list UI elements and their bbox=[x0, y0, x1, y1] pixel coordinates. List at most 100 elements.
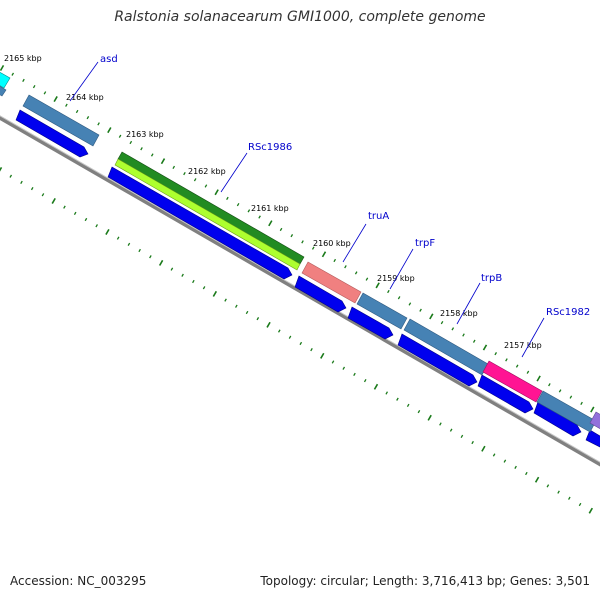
leader-rsc1982 bbox=[521, 317, 545, 358]
scale-tick bbox=[429, 313, 434, 320]
scale-tick bbox=[481, 445, 486, 452]
scale-tick bbox=[515, 364, 519, 368]
scale-tick bbox=[460, 434, 464, 438]
scale-tick bbox=[11, 72, 15, 76]
tick-label-2158: 2158 kbp bbox=[440, 309, 478, 318]
scale-tick bbox=[150, 153, 154, 157]
feature-bar-purple bbox=[589, 411, 600, 430]
scale-tick bbox=[84, 217, 88, 222]
scale-tick bbox=[32, 85, 36, 89]
scale-tick bbox=[482, 344, 488, 351]
scale-tick bbox=[320, 352, 325, 359]
leader-trpf bbox=[389, 248, 414, 290]
scale-tick bbox=[363, 378, 367, 383]
scale-tick bbox=[580, 401, 583, 405]
scale-tick bbox=[406, 403, 410, 408]
scale-tick bbox=[226, 196, 229, 201]
scale-tick bbox=[235, 304, 238, 308]
scale-tick bbox=[419, 308, 422, 312]
scale-tick bbox=[449, 428, 453, 432]
scale-tick bbox=[138, 248, 141, 253]
scale-tick bbox=[95, 224, 98, 228]
leader-trua bbox=[342, 223, 367, 263]
scale-tick bbox=[590, 406, 595, 413]
tick-label-2162: 2162 kbp bbox=[188, 167, 226, 176]
scale-tick bbox=[51, 197, 56, 204]
scale-tick bbox=[439, 422, 442, 426]
scale-tick bbox=[365, 277, 369, 281]
scale-tick bbox=[116, 236, 120, 240]
scale-tick bbox=[534, 476, 540, 483]
scale-tick bbox=[172, 165, 176, 169]
scale-tick bbox=[397, 296, 401, 300]
scale-tick bbox=[65, 103, 68, 107]
lower-tick-row bbox=[0, 167, 593, 514]
scale-tick bbox=[140, 147, 143, 151]
scale-tick bbox=[557, 490, 560, 494]
scale-tick bbox=[301, 240, 304, 244]
scale-tick bbox=[396, 397, 399, 401]
scale-tick bbox=[492, 453, 496, 457]
scale-tick bbox=[183, 171, 186, 176]
upper-tick-row bbox=[0, 65, 595, 413]
feature-bar-next bbox=[536, 390, 597, 433]
scale-tick bbox=[160, 158, 166, 165]
scale-tick bbox=[310, 348, 313, 352]
scale-tick bbox=[75, 109, 79, 114]
tick-label-2160: 2160 kbp bbox=[313, 239, 351, 248]
scale-tick bbox=[354, 271, 358, 275]
scale-tick bbox=[353, 372, 356, 377]
gene-label-trpf: trpF bbox=[415, 238, 435, 249]
scale-tick bbox=[514, 465, 517, 469]
scale-tick bbox=[387, 289, 390, 294]
scale-tick bbox=[149, 255, 152, 259]
tick-label-2163: 2163 kbp bbox=[126, 130, 164, 139]
scale-tick bbox=[342, 366, 346, 370]
accession-label: Accession: NC_003295 bbox=[10, 574, 147, 588]
scale-tick bbox=[417, 409, 421, 414]
feature-bar-asd bbox=[22, 94, 100, 147]
scale-tick bbox=[578, 502, 582, 507]
scale-tick bbox=[256, 317, 260, 321]
feature-bars bbox=[0, 71, 600, 433]
scale-tick bbox=[385, 391, 389, 395]
scale-tick bbox=[277, 329, 281, 333]
scale-tick bbox=[266, 321, 271, 328]
map-title: Ralstonia solanacearum GMI1000, complete… bbox=[114, 9, 486, 25]
feature-bar-trpf bbox=[356, 292, 408, 330]
feature-bar-rsc1982 bbox=[482, 360, 543, 403]
scale-tick bbox=[373, 383, 379, 390]
scale-tick bbox=[73, 211, 77, 215]
scale-tick bbox=[494, 352, 498, 356]
scale-tick bbox=[472, 339, 476, 343]
scale-tick bbox=[505, 358, 508, 362]
cds-arrow bbox=[347, 306, 394, 340]
scale-tick bbox=[63, 205, 66, 209]
scale-tick bbox=[299, 341, 303, 346]
gene-label-asd: asd bbox=[100, 54, 118, 65]
feature-bar-cyan bbox=[0, 71, 11, 89]
scale-tick bbox=[0, 167, 3, 172]
scale-tick bbox=[20, 180, 23, 185]
scale-tick bbox=[536, 375, 541, 382]
scale-tick bbox=[569, 395, 573, 399]
feature-bar-trua bbox=[301, 261, 362, 304]
scale-tick bbox=[105, 228, 110, 235]
cds-arrows bbox=[15, 109, 600, 448]
scale-tick bbox=[279, 227, 283, 232]
scale-tick bbox=[30, 186, 34, 191]
scale-tick bbox=[41, 193, 45, 197]
tick-labels: 2165 kbp 2164 kbp 2163 kbp 2162 kbp 2161… bbox=[4, 54, 542, 350]
scale-tick bbox=[193, 178, 197, 182]
scale-tick bbox=[311, 246, 315, 250]
scale-tick bbox=[526, 370, 530, 374]
scale-tick bbox=[118, 134, 122, 138]
scale-tick bbox=[170, 267, 174, 271]
gene-label-rsc1982: RSc1982 bbox=[546, 307, 590, 318]
scale-tick bbox=[192, 279, 195, 284]
scale-tick bbox=[9, 174, 13, 178]
scale-tick bbox=[236, 202, 240, 207]
scale-tick bbox=[321, 251, 327, 258]
gene-label-trpb: trpB bbox=[481, 273, 502, 284]
scale-tick bbox=[290, 234, 294, 238]
